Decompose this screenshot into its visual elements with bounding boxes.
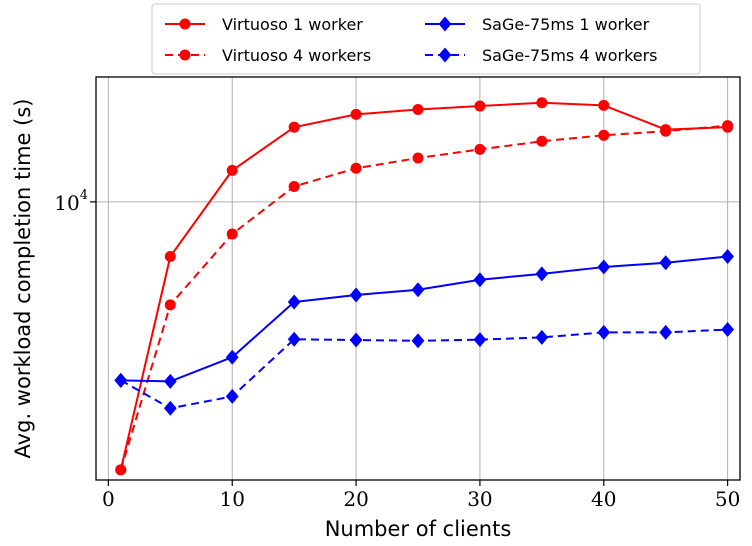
data-point — [473, 332, 487, 348]
legend-label: Virtuoso 1 worker — [222, 15, 363, 34]
data-point — [536, 135, 548, 147]
x-tick-label: 30 — [467, 487, 492, 511]
data-point — [474, 143, 486, 155]
y-axis-label: Avg. workload completion time (s) — [11, 99, 35, 459]
legend-label: SaGe-75ms 4 workers — [482, 46, 658, 65]
series-line — [119, 124, 728, 471]
data-point — [597, 324, 611, 340]
legend-box — [151, 3, 701, 75]
data-point — [287, 294, 301, 310]
data-point — [349, 287, 363, 303]
legend-marker — [179, 18, 191, 30]
grid — [96, 77, 740, 480]
x-axis-ticks: 0 10 20 30 40 50 — [102, 480, 740, 511]
data-point — [536, 97, 548, 109]
series-line — [120, 328, 728, 410]
series-line — [120, 255, 728, 383]
data-point — [226, 228, 238, 240]
legend-marker — [438, 47, 452, 63]
data-point — [288, 180, 300, 192]
data-point — [535, 266, 549, 282]
data-point — [411, 333, 425, 349]
data-point — [115, 464, 127, 476]
legend-item: Virtuoso 4 workers — [165, 46, 371, 65]
data-point — [114, 372, 128, 388]
data-point — [164, 250, 176, 262]
data-point — [660, 125, 672, 137]
x-tick-label: 10 — [220, 487, 245, 511]
data-point — [164, 299, 176, 311]
data-point — [535, 329, 549, 345]
data-point — [721, 322, 734, 338]
legend-marker — [179, 49, 191, 61]
y-tick-label: 104 — [54, 187, 88, 214]
data-point — [225, 349, 239, 365]
data-point — [411, 282, 425, 298]
data-point — [659, 255, 673, 271]
series-layer — [114, 97, 734, 476]
data-point — [412, 152, 424, 164]
x-tick-label: 0 — [102, 487, 115, 511]
data-point — [288, 121, 300, 133]
data-point — [473, 272, 487, 288]
series-3 — [114, 248, 734, 389]
legend-item: SaGe-75ms 4 workers — [425, 46, 658, 65]
legend: Virtuoso 1 worker Virtuoso 4 workers SaGe-… — [151, 3, 701, 75]
y-axis-ticks: 104 — [54, 187, 96, 214]
x-tick-label: 40 — [591, 487, 616, 511]
data-point — [722, 120, 734, 132]
legend-label: SaGe-75ms 1 worker — [482, 15, 650, 34]
legend-marker — [438, 16, 452, 32]
series-2 — [115, 120, 734, 476]
data-point — [659, 324, 673, 340]
legend-item: Virtuoso 1 worker — [165, 15, 363, 34]
legend-item: SaGe-75ms 1 worker — [425, 15, 650, 34]
series-line — [119, 101, 728, 471]
y-tick-label-exponent: 4 — [80, 187, 88, 202]
data-point — [412, 103, 424, 115]
data-point — [598, 129, 610, 141]
x-axis-label: Number of clients — [325, 517, 512, 541]
data-point — [163, 373, 177, 389]
data-point — [287, 331, 301, 347]
series-1 — [115, 97, 734, 476]
data-point — [226, 164, 238, 176]
x-tick-label: 20 — [343, 487, 368, 511]
x-tick-label: 50 — [715, 487, 740, 511]
data-point — [349, 332, 363, 348]
series-4 — [114, 322, 734, 416]
data-point — [598, 99, 610, 111]
legend-label: Virtuoso 4 workers — [222, 46, 371, 65]
y-tick-label-base: 10 — [54, 190, 79, 214]
plot-area-frame — [95, 76, 741, 481]
data-point — [597, 259, 611, 275]
data-point — [350, 162, 362, 174]
data-point — [474, 100, 486, 112]
data-point — [350, 108, 362, 120]
data-point — [225, 388, 239, 404]
data-point — [721, 248, 734, 264]
data-point — [163, 400, 177, 416]
